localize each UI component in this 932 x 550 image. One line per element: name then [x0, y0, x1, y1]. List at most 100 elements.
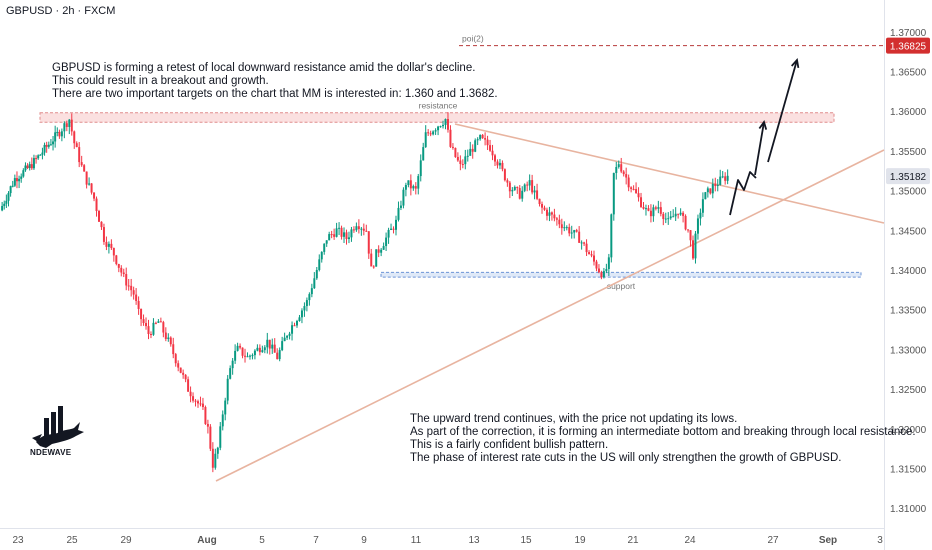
candle-body	[689, 230, 692, 241]
candle-body	[194, 400, 197, 402]
price-tick-label: 1.32000	[890, 425, 927, 436]
candle-body	[635, 189, 638, 194]
candle-body	[70, 119, 73, 132]
candle-body	[380, 249, 383, 253]
candle-body	[357, 226, 360, 230]
candle-body	[565, 227, 568, 229]
candle-body	[588, 252, 591, 255]
candle-body	[615, 167, 618, 174]
candle-body	[446, 118, 449, 130]
candle-body	[714, 184, 717, 187]
candle-body	[172, 344, 175, 355]
candle-body	[174, 354, 177, 364]
candle-body	[107, 243, 110, 247]
candle-body	[570, 232, 573, 234]
candle-body	[140, 308, 143, 320]
candle-body	[657, 207, 660, 209]
candle-body	[214, 453, 217, 468]
candle-body	[18, 178, 21, 182]
candle-body	[149, 334, 152, 336]
uptrend-line	[215, 149, 885, 482]
candle-body	[320, 251, 323, 260]
candle-body	[41, 152, 44, 155]
candle-body	[610, 214, 613, 258]
candle-body	[397, 207, 400, 220]
time-tick-label: 24	[684, 535, 696, 546]
candle-body	[541, 204, 544, 208]
candle-body	[130, 285, 133, 291]
candle-body	[43, 144, 46, 153]
candle-body	[13, 178, 16, 186]
price-axis-background	[884, 0, 932, 550]
candle-body	[308, 294, 311, 301]
price-tick-label: 1.36500	[890, 67, 927, 78]
candle-body	[434, 130, 437, 132]
candle-body	[390, 228, 393, 230]
candle-body	[545, 209, 548, 216]
candle-body	[456, 156, 459, 161]
candle-body	[647, 208, 650, 211]
symbol-header: GBPUSD · 2h · FXCM	[6, 5, 116, 17]
candle-body	[590, 254, 593, 256]
candle-body	[281, 341, 284, 351]
candle-body	[117, 264, 120, 268]
time-tick-label: 21	[627, 535, 639, 546]
candle-body	[120, 267, 123, 273]
candle-body	[395, 219, 397, 230]
candle-body	[95, 198, 98, 211]
candle-body	[132, 290, 135, 295]
candle-body	[78, 147, 81, 163]
candle-body	[521, 190, 524, 199]
candle-body	[578, 231, 581, 243]
time-tick-label: 15	[520, 535, 532, 546]
candle-body	[229, 368, 232, 379]
price-tick-label: 1.31000	[890, 504, 927, 515]
price-tick-label: 1.33000	[890, 345, 927, 356]
candle-body	[605, 268, 608, 272]
candle-body	[518, 188, 521, 199]
candle-body	[481, 134, 484, 139]
candle-body	[300, 310, 303, 318]
candle-body	[152, 322, 155, 335]
candle-body	[239, 345, 242, 348]
candle-body	[617, 164, 620, 168]
candle-body	[600, 272, 603, 278]
time-tick-label: 27	[767, 535, 779, 546]
candle-body	[669, 216, 672, 219]
candle-body	[719, 176, 722, 185]
candle-body	[1, 205, 4, 211]
candle-body	[293, 325, 296, 327]
time-tick-label: 13	[468, 535, 480, 546]
candle-body	[201, 403, 204, 408]
candle-body	[412, 186, 415, 189]
candle-body	[145, 323, 148, 327]
candle-body	[9, 186, 12, 194]
candle-body	[649, 210, 652, 217]
candle-body	[211, 448, 214, 468]
candle-body	[724, 176, 727, 181]
candle-body	[338, 227, 341, 229]
candle-body	[164, 332, 167, 339]
candle-body	[585, 243, 588, 253]
projection-path	[729, 171, 757, 216]
candle-body	[313, 278, 316, 289]
candle-body	[474, 140, 477, 152]
candle-body	[162, 322, 165, 333]
candle-body	[597, 268, 600, 273]
candle-body	[47, 144, 50, 147]
candle-body	[159, 321, 162, 323]
candle-body	[286, 335, 289, 338]
time-tick-label: 3	[877, 535, 883, 546]
candle-body	[65, 123, 68, 127]
poi-price-text: 1.36825	[890, 42, 927, 53]
candle-body	[5, 200, 8, 204]
candle-body	[335, 228, 338, 237]
candle-body	[352, 229, 355, 231]
candle-body	[30, 164, 33, 169]
candle-body	[620, 164, 623, 172]
note-line: This is a fairly confident bullish patte…	[410, 439, 609, 451]
candle-body	[654, 207, 657, 209]
candle-body	[234, 350, 237, 361]
candle-body	[692, 240, 694, 259]
